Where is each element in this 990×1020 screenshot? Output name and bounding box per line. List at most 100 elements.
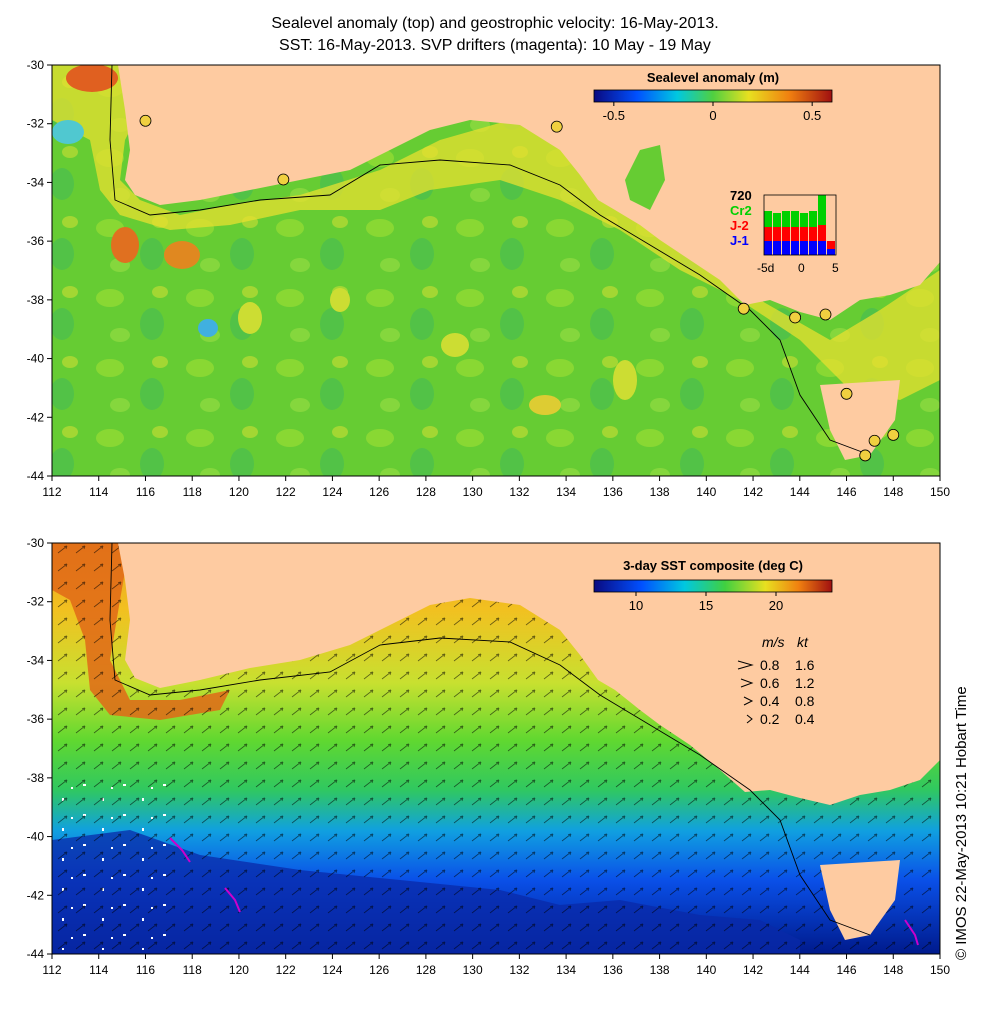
sla-tide-gauges [139,114,900,462]
lon-tick-label: 144 [790,963,810,977]
data-count-bar [773,241,781,255]
lat-tick-label: -30 [27,536,45,550]
tide-gauge-marker [819,308,832,321]
lon-tick-label: 134 [556,963,576,977]
figure-title-line1: Sealevel anomaly (top) and geostrophic v… [271,15,718,32]
lon-tick-label: 136 [603,485,623,499]
sst-drifter-track [169,837,191,863]
lat-tick-label: -42 [27,410,45,424]
tide-gauge-marker [868,434,881,447]
velocity-legend-kt: 0.8 [795,693,815,709]
lon-tick-label: 116 [136,485,155,499]
colorbar-tick-label: 0.5 [803,108,821,123]
sla-positive-blob [238,302,262,334]
sst-lat-axis: -30 -32 -34 -36 -38 -40 -42 -44 [27,536,52,961]
sst-australia-land [118,543,940,805]
data-count-bar [764,241,772,255]
data-count-series-j2: J-2 [730,218,749,233]
sst-drifter-track [904,919,919,946]
data-count-bar [782,241,790,255]
sla-eyre-gulf-water [625,145,665,210]
sla-lon-axis: 112 114 116 118 120 122 124 126 128 130 132 134 136 1… [42,476,950,499]
data-count-bar [791,241,799,255]
lon-tick-label: 148 [883,485,903,499]
data-count-bar [791,211,799,227]
sla-positive-blob [613,360,637,400]
sst-panel: 3-day SST composite (deg C) 10 15 20 m/s k… [27,536,951,977]
data-count-max-label: 720 [730,188,752,203]
lon-tick-label: 138 [650,485,670,499]
tide-gauge-marker [277,173,290,186]
data-count-inset: 720 Cr2 J-2 J-1 -5d 0 5 [730,188,839,275]
sla-warm-eddy [164,241,200,269]
data-count-series-cr2: Cr2 [730,203,752,218]
lat-tick-label: -42 [27,888,45,902]
data-count-bar [773,213,781,227]
tide-gauge-marker [859,449,872,462]
data-count-bar [809,227,817,241]
lon-tick-label: 136 [603,963,623,977]
lon-tick-label: 142 [743,485,763,499]
lat-tick-label: -36 [27,234,45,248]
velocity-legend-kt: 1.2 [795,675,815,691]
data-count-bar [827,241,835,249]
lon-tick-label: 146 [837,963,857,977]
sla-colorbar [593,89,833,103]
tide-gauge-marker [139,114,152,127]
figure-title-line2: SST: 16-May-2013. SVP drifters (magenta)… [279,37,711,54]
sst-colorbar-ticks: 10 15 20 [629,592,783,613]
lon-tick-label: 118 [183,485,202,499]
lon-tick-label: 144 [790,485,810,499]
lon-tick-label: 146 [837,485,857,499]
data-count-bar [809,211,817,227]
lon-tick-label: 132 [509,963,529,977]
lat-tick-label: -40 [27,830,45,844]
sla-shelf-edge-contour [109,65,871,456]
data-count-bar [773,227,781,241]
data-count-bar [782,211,790,227]
velocity-legend-kt: 1.6 [795,657,815,673]
lon-tick-label: 140 [696,963,716,977]
sst-frame [51,542,941,955]
lat-tick-label: -34 [27,175,45,189]
lat-tick-label: -38 [27,771,45,785]
lat-tick-label: -44 [27,947,45,961]
velocity-legend-ms: 0.4 [760,693,780,709]
sla-positive-blob [441,333,469,357]
tide-gauge-marker [550,120,563,133]
lat-tick-label: -40 [27,352,45,366]
tide-gauge-marker [887,428,900,441]
sst-lon-axis: 112 114 116 118 120 122 124 126 128 130 132 134 136 1… [42,954,950,977]
velocity-legend-arrow [740,678,754,688]
sla-positive-blob [529,395,561,415]
sla-colorbar-title: Sealevel anomaly (m) [647,70,779,85]
lon-tick-label: 118 [183,963,202,977]
colorbar-tick-label: 10 [629,598,643,613]
lon-tick-label: 130 [463,485,483,499]
data-count-bar [818,195,826,225]
lon-tick-label: 114 [89,963,108,977]
lon-tick-label: 148 [883,963,903,977]
velocity-legend-ms: 0.6 [760,675,780,691]
data-count-bar [809,241,817,255]
sla-cool-eddy [52,120,84,144]
lon-tick-label: 132 [509,485,529,499]
sla-australia-land [118,65,940,320]
tide-gauge-marker [789,311,802,324]
sla-frame [51,64,941,477]
velocity-legend-arrow [743,696,754,706]
lon-tick-label: 124 [322,485,342,499]
sla-colorbar-ticks: -0.5 0 0.5 [603,102,821,123]
colorbar-tick-label: 20 [769,598,783,613]
lon-tick-label: 126 [369,485,389,499]
lon-tick-label: 122 [276,485,296,499]
sst-drifter-track [224,887,241,913]
velocity-legend-kt: 0.4 [795,711,815,727]
lon-tick-label: 128 [416,485,436,499]
sla-positive-blob [330,288,350,312]
colorbar-tick-label: 0 [709,108,716,123]
data-count-frame [763,194,837,256]
lat-tick-label: -30 [27,58,45,72]
sla-cool-eddy [198,319,218,337]
velocity-legend-arrow [737,660,754,670]
